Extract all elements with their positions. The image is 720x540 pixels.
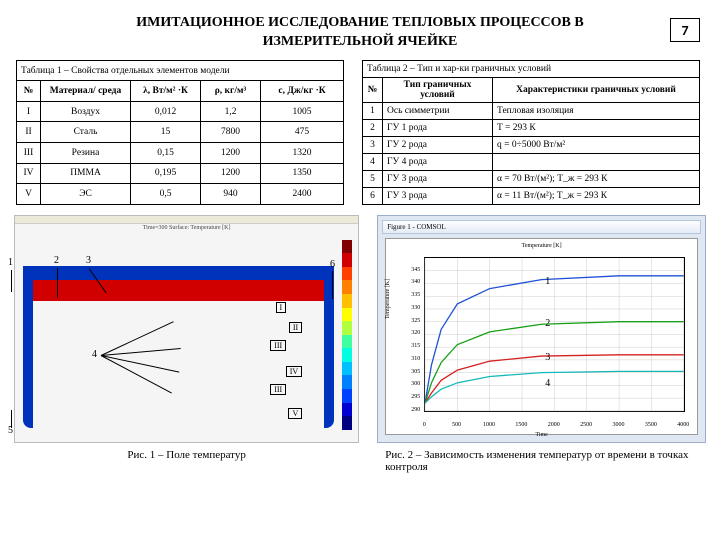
fig2-chart-title: Temperature [K] xyxy=(386,243,697,249)
t2-h-char: Характеристики граничных условий xyxy=(493,77,700,102)
fig1-caption: Рис. 1 – Поле температур xyxy=(14,449,359,461)
table-row: 4ГУ 4 рода xyxy=(363,153,700,170)
figure-2: Figure 1 - COMSOL Temperature [K] Temper… xyxy=(377,215,706,473)
fig1-edge-left xyxy=(23,266,33,428)
table-row: IIСталь157800475 xyxy=(17,122,344,143)
fig1-toolbar xyxy=(15,216,358,224)
table-1: Таблица 1 – Свойства отдельных элементов… xyxy=(16,60,344,205)
curve-label-3: 3 xyxy=(545,352,550,363)
t2-h-num: № xyxy=(363,77,383,102)
ptr-6 xyxy=(332,271,333,299)
roman-III-b: III xyxy=(270,384,286,395)
table-row: VЭС0,59402400 xyxy=(17,184,344,205)
t1-h-num: № xyxy=(17,81,41,102)
table-row: IVПММА0,19512001350 xyxy=(17,163,344,184)
fig2-plot-inner: 1 2 3 4 xyxy=(424,257,685,412)
tables-row: Таблица 1 – Свойства отдельных элементов… xyxy=(0,52,720,209)
table-row: IВоздух0,0121,21005 xyxy=(17,101,344,122)
figures-row: Time=300 Surface: Temperature [K] I II I… xyxy=(0,209,720,473)
fig2-xlabel: Time xyxy=(535,432,547,438)
table1-caption: Таблица 1 – Свойства отдельных элементов… xyxy=(17,60,344,81)
table-row: IIIРезина0,1512001320 xyxy=(17,143,344,164)
page-number: 7 xyxy=(670,18,700,42)
t2-h-type: Тип граничных условий xyxy=(383,77,493,102)
figure-1: Time=300 Surface: Temperature [K] I II I… xyxy=(14,215,359,473)
fig1-heatmap: I II III IV III V xyxy=(23,266,334,428)
table-row: 2ГУ 1 родаT = 293 К xyxy=(363,119,700,136)
table-row: 3ГУ 2 родаq = 0÷5000 Вт/м² xyxy=(363,136,700,153)
fig1-label-2: 2 xyxy=(54,255,59,266)
t1-h-mat: Материал/ среда xyxy=(41,81,131,102)
t1-h-rho: ρ, кг/м³ xyxy=(201,81,261,102)
table2-caption: Таблица 2 – Тип и хар-ки граничных услов… xyxy=(363,60,700,77)
ptr-5 xyxy=(11,410,12,428)
table-row: 1Ось симметрииТепловая изоляция xyxy=(363,102,700,119)
t1-h-c: с, Дж/кг ·К xyxy=(261,81,344,102)
table-2: Таблица 2 – Тип и хар-ки граничных услов… xyxy=(362,60,700,205)
title-line1: ИМИТАЦИОННОЕ ИССЛЕДОВАНИЕ ТЕПЛОВЫХ ПРОЦЕ… xyxy=(60,14,660,33)
roman-II: II xyxy=(289,322,302,333)
fig2-curves-svg xyxy=(425,258,684,411)
fig1-label-6: 6 xyxy=(330,259,335,270)
fig2-window-title: Figure 1 - COMSOL xyxy=(382,220,701,234)
fig1-colorbar xyxy=(342,240,352,430)
fig1-label-3: 3 xyxy=(86,255,91,266)
fig2-plot: Temperature [K] Temperature [K] 1 2 3 4 … xyxy=(385,238,698,435)
curve-label-4: 4 xyxy=(545,378,550,389)
fig1-label-4: 4 xyxy=(92,349,97,360)
table-row: 5ГУ 3 родаα = 70 Вт/(м²); T_ж = 293 К xyxy=(363,170,700,187)
roman-III: III xyxy=(270,340,286,351)
roman-V: V xyxy=(288,408,302,419)
t1-h-lambda: λ, Вт/м² ·К xyxy=(131,81,201,102)
fig1-label-1: 1 xyxy=(8,257,13,268)
ptr-2 xyxy=(57,268,58,298)
table-row: 6ГУ 3 родаα = 11 Вт/(м²); T_ж = 293 К xyxy=(363,187,700,204)
fig2-caption: Рис. 2 – Зависимость изменения температу… xyxy=(377,449,706,473)
roman-IV: IV xyxy=(286,366,302,377)
roman-I: I xyxy=(276,302,287,313)
curve-label-2: 2 xyxy=(545,318,550,329)
fig1-plot-title: Time=300 Surface: Temperature [K] xyxy=(15,224,358,232)
curve-label-1: 1 xyxy=(545,276,550,287)
fig1-frame: Time=300 Surface: Temperature [K] I II I… xyxy=(14,215,359,443)
title-line2: ИЗМЕРИТЕЛЬНОЙ ЯЧЕЙКЕ xyxy=(60,33,660,52)
ptr-1 xyxy=(11,270,12,292)
fig2-frame: Figure 1 - COMSOL Temperature [K] Temper… xyxy=(377,215,706,443)
page-title: ИМИТАЦИОННОЕ ИССЛЕДОВАНИЕ ТЕПЛОВЫХ ПРОЦЕ… xyxy=(60,0,660,52)
